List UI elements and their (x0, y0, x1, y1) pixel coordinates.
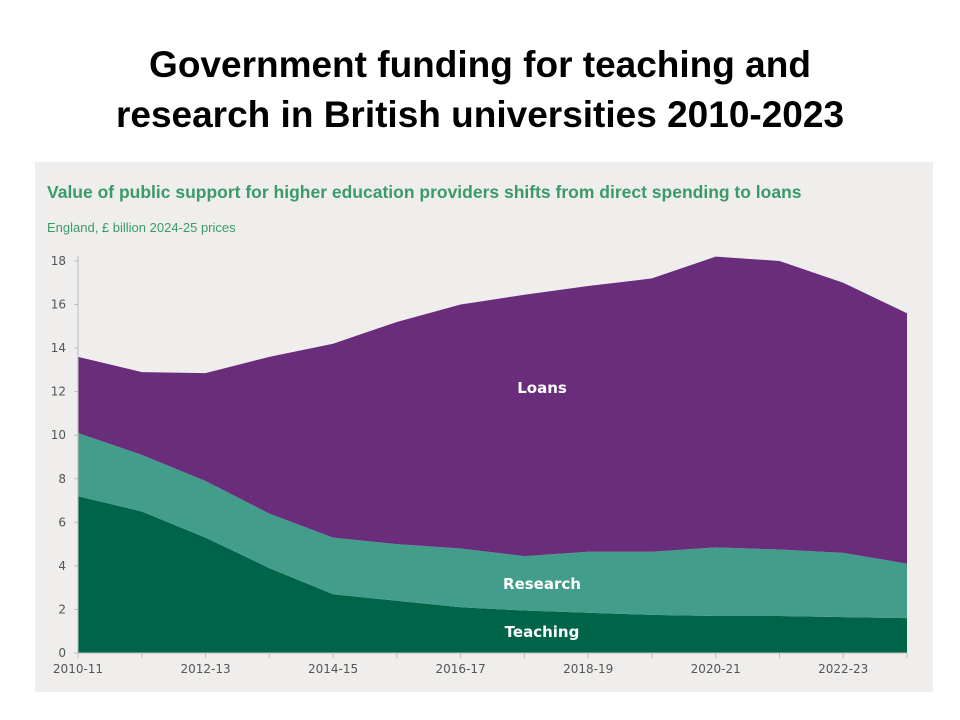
y-tick-label: 0 (58, 646, 66, 660)
x-tick-label: 2022-23 (818, 662, 868, 676)
chart-subtitle: England, £ billion 2024-25 prices (47, 220, 236, 235)
y-tick-label: 14 (51, 341, 66, 355)
series-label-teaching: Teaching (505, 623, 580, 641)
x-tick-label: 2010-11 (53, 662, 103, 676)
slide-title-line-2: research in British universities 2010-20… (115, 94, 845, 135)
y-tick-label: 16 (51, 298, 66, 312)
y-tick-label: 18 (51, 254, 66, 268)
area-teaching (78, 496, 907, 653)
y-tick-label: 12 (51, 385, 66, 399)
chart-panel: Value of public support for higher educa… (35, 162, 933, 692)
y-tick-label: 10 (51, 428, 66, 442)
y-tick-label: 6 (58, 515, 66, 529)
chart-title: Value of public support for higher educa… (47, 182, 802, 202)
area-loans (78, 256, 907, 564)
slide-title-line-1: Government funding for teaching and (149, 44, 811, 85)
slide-title: Government funding for teaching and rese… (0, 40, 960, 140)
y-tick-label: 8 (58, 472, 66, 486)
y-tick-label: 2 (58, 602, 66, 616)
x-tick-label: 2018-19 (563, 662, 613, 676)
series-label-loans: Loans (517, 379, 567, 397)
area-research (78, 433, 907, 619)
x-tick-label: 2016-17 (436, 662, 486, 676)
x-tick-label: 2014-15 (308, 662, 358, 676)
stacked-area-chart: 0 2 4 6 8 10 12 14 16 18 2010-11 2012-13 2014-15 2016… (51, 254, 908, 676)
x-tick-label: 2020-21 (691, 662, 741, 676)
x-tick-label: 2012-13 (180, 662, 230, 676)
series-label-research: Research (503, 575, 581, 593)
y-tick-label: 4 (58, 559, 66, 573)
